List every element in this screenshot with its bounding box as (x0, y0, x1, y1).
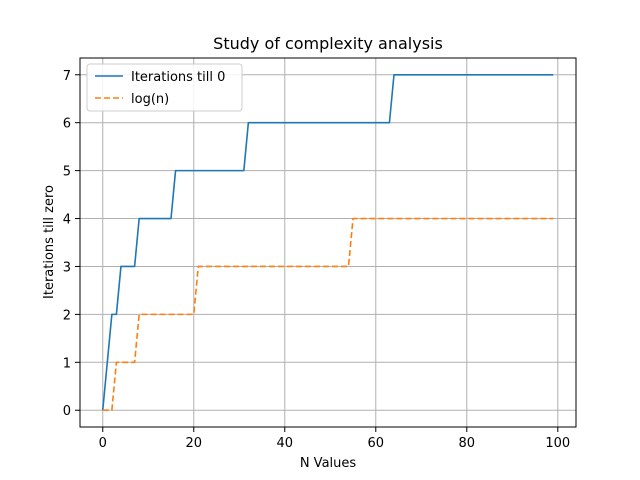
x-ticks: 0 20 40 60 80 100 (99, 427, 570, 451)
y-ticks: 0 1 2 3 4 5 6 7 (63, 69, 80, 419)
plot-frame (79, 57, 577, 428)
x-tick-label: 60 (368, 436, 385, 451)
x-tick-label: 0 (99, 436, 107, 451)
y-tick-label: 0 (63, 404, 71, 419)
x-tick-label: 20 (185, 436, 202, 451)
legend-label: Iterations till 0 (131, 70, 225, 85)
chart-title: Study of complexity analysis (213, 34, 443, 53)
x-axis-label: N Values (300, 456, 357, 471)
y-tick-label: 5 (63, 165, 71, 180)
x-tick-label: 100 (545, 436, 570, 451)
y-tick-label: 4 (63, 213, 71, 228)
x-tick-label: 40 (276, 436, 293, 451)
y-tick-label: 2 (63, 308, 71, 323)
legend-label: log(n) (131, 92, 169, 107)
x-tick-label: 80 (459, 436, 476, 451)
y-tick-label: 6 (63, 117, 71, 132)
grid (80, 58, 576, 427)
y-tick-label: 1 (63, 356, 71, 371)
legend: Iterations till 0 log(n) (86, 63, 243, 112)
series-line-iterations (101, 73, 554, 411)
series-lines (101, 73, 554, 412)
legend-box (86, 63, 243, 112)
y-axis-label: Iterations till zero (42, 185, 57, 299)
y-tick-label: 7 (63, 69, 71, 84)
series-line-log-n (102, 217, 554, 412)
y-tick-label: 3 (63, 260, 71, 275)
